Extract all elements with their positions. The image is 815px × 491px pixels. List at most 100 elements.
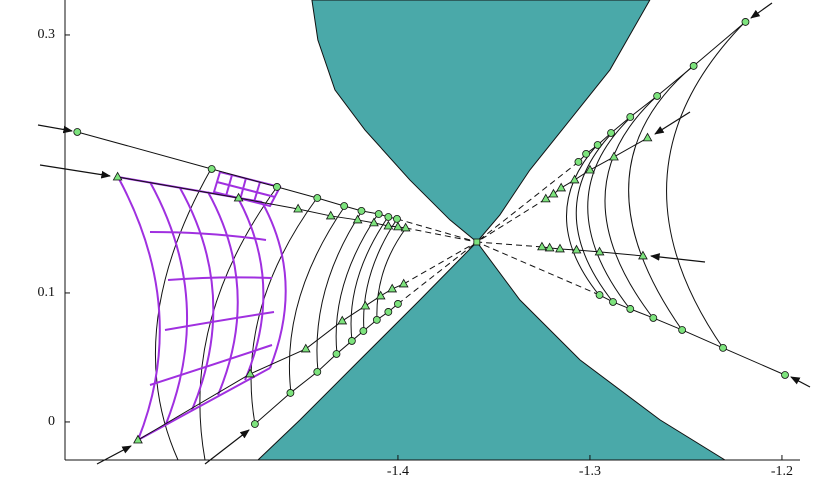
triangle-point — [569, 174, 580, 184]
curve — [566, 144, 600, 296]
circle-point — [384, 308, 393, 316]
triangle-point — [245, 368, 255, 378]
trajectory-dashed — [476, 241, 600, 296]
mesh-line — [149, 181, 189, 425]
triangle-point — [369, 217, 379, 227]
mesh — [117, 170, 287, 441]
mesh-line — [207, 191, 239, 396]
curve — [376, 227, 407, 321]
triangle-point — [383, 220, 394, 230]
arrow — [204, 429, 250, 465]
mesh-line — [117, 176, 161, 441]
curve — [335, 213, 379, 355]
circle-point — [207, 165, 216, 173]
arrows — [37, 2, 811, 465]
circle-point — [781, 371, 789, 379]
mesh-small — [212, 170, 282, 208]
circle-point — [374, 210, 383, 218]
curve — [604, 95, 658, 319]
region — [311, 0, 651, 243]
curve — [199, 186, 278, 461]
trajectory-dashed — [476, 161, 579, 243]
circle-point — [347, 337, 356, 345]
mesh-line — [149, 231, 267, 241]
circle-point — [678, 326, 687, 334]
circle-point — [653, 92, 662, 100]
circle-point — [741, 18, 750, 26]
circle-point — [73, 128, 82, 136]
curve — [666, 21, 746, 349]
axes: -1.4 -1.3 -1.2 0 0.1 0.3 — [38, 0, 800, 479]
circle-point — [286, 389, 295, 397]
circle-point — [384, 213, 393, 221]
circle-point — [394, 300, 402, 308]
trajectory-dashed — [403, 241, 478, 285]
triangle-point — [387, 283, 398, 293]
circle-point — [332, 350, 341, 358]
triangle-point — [300, 343, 311, 353]
circle-point — [582, 149, 591, 158]
triangle-point — [293, 203, 303, 213]
mesh-line — [149, 344, 273, 386]
trajectory-dashed — [396, 218, 477, 243]
circle-point — [593, 141, 602, 149]
triangle-point — [609, 151, 619, 161]
circle-point — [357, 207, 366, 215]
circle-point — [609, 298, 617, 306]
curve — [587, 116, 632, 310]
circle-point — [372, 316, 381, 324]
square-point — [473, 238, 481, 246]
curve — [363, 218, 398, 332]
circle-point — [607, 129, 615, 137]
curve — [250, 197, 318, 425]
arrow — [96, 445, 132, 465]
arrow — [650, 253, 706, 263]
triangle-point — [585, 164, 595, 174]
x-tick-label: -1.4 — [387, 464, 409, 479]
circle-point — [313, 367, 322, 376]
triangle-point — [642, 132, 653, 142]
triangle-point — [540, 193, 551, 203]
mesh-line — [261, 201, 287, 369]
regions — [256, 0, 727, 461]
trajectory-dashed — [405, 227, 477, 243]
triangle-point — [638, 250, 648, 260]
arrow — [654, 111, 691, 135]
circle-point — [340, 202, 349, 210]
triangle-point — [398, 278, 409, 288]
mesh-line — [167, 276, 273, 281]
triangle-point — [233, 192, 244, 202]
y-tick-label: 0.3 — [38, 27, 56, 42]
region — [256, 241, 727, 461]
trajectory-dashed — [476, 241, 542, 248]
triangle-point — [571, 244, 582, 254]
triangle-point — [360, 300, 371, 310]
triangle-point — [337, 315, 348, 325]
arrow — [37, 124, 73, 134]
triangle-point — [375, 290, 386, 300]
circle-point — [250, 420, 259, 428]
triangle-point — [594, 246, 605, 256]
triangle-point — [544, 242, 555, 252]
trajectory-dashed — [476, 198, 547, 243]
circle-point — [595, 291, 604, 299]
triangle-point — [556, 182, 567, 192]
circle-point — [313, 194, 322, 202]
circle-point — [574, 157, 583, 166]
triangle-point — [537, 241, 547, 251]
mesh-line — [179, 187, 215, 411]
mesh-line — [164, 311, 275, 331]
x-tick-label: -1.3 — [579, 464, 601, 479]
y-tick-label: 0.1 — [38, 285, 56, 300]
circle-point — [689, 62, 698, 70]
triangle-point — [400, 222, 411, 232]
x-tick-label: -1.2 — [771, 464, 793, 479]
trajectory-dashed — [397, 241, 478, 305]
curve — [288, 205, 346, 394]
circle-point — [626, 113, 635, 121]
triangle-point — [325, 210, 336, 220]
mesh-line — [237, 197, 265, 381]
y-tick-label: 0 — [48, 414, 55, 429]
triangle-point — [548, 188, 559, 198]
